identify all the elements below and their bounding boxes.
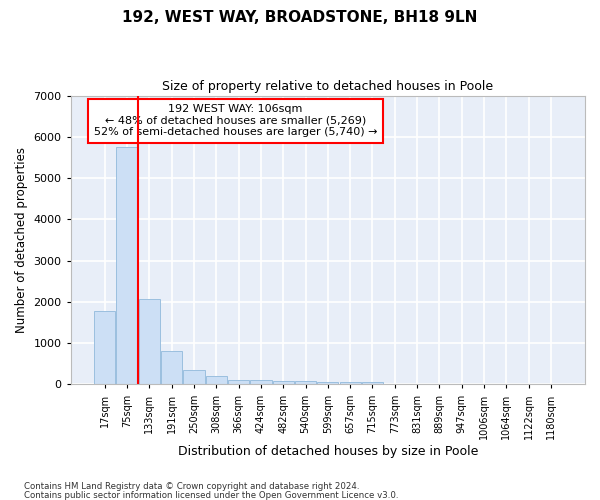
Title: Size of property relative to detached houses in Poole: Size of property relative to detached ho… [162,80,493,93]
Bar [250,380,272,384]
Bar [362,382,383,384]
Text: 192, WEST WAY, BROADSTONE, BH18 9LN: 192, WEST WAY, BROADSTONE, BH18 9LN [122,10,478,25]
Bar [206,376,227,384]
Text: 192 WEST WAY: 106sqm
← 48% of detached houses are smaller (5,269)
52% of semi-de: 192 WEST WAY: 106sqm ← 48% of detached h… [94,104,377,138]
Bar [116,147,137,384]
Bar [340,382,361,384]
Bar [161,352,182,384]
Bar [184,370,205,384]
Bar [317,382,338,384]
Y-axis label: Number of detached properties: Number of detached properties [15,147,28,333]
Bar [272,381,294,384]
Bar [295,382,316,384]
Bar [139,300,160,384]
Text: Contains HM Land Registry data © Crown copyright and database right 2024.: Contains HM Land Registry data © Crown c… [24,482,359,491]
Bar [228,380,249,384]
X-axis label: Distribution of detached houses by size in Poole: Distribution of detached houses by size … [178,444,478,458]
Bar [94,311,115,384]
Text: Contains public sector information licensed under the Open Government Licence v3: Contains public sector information licen… [24,490,398,500]
